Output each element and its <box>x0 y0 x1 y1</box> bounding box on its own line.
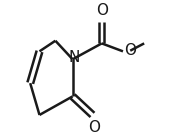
Text: O: O <box>96 3 108 18</box>
Text: N: N <box>68 51 80 65</box>
Text: O: O <box>124 43 136 58</box>
Text: O: O <box>88 120 100 135</box>
